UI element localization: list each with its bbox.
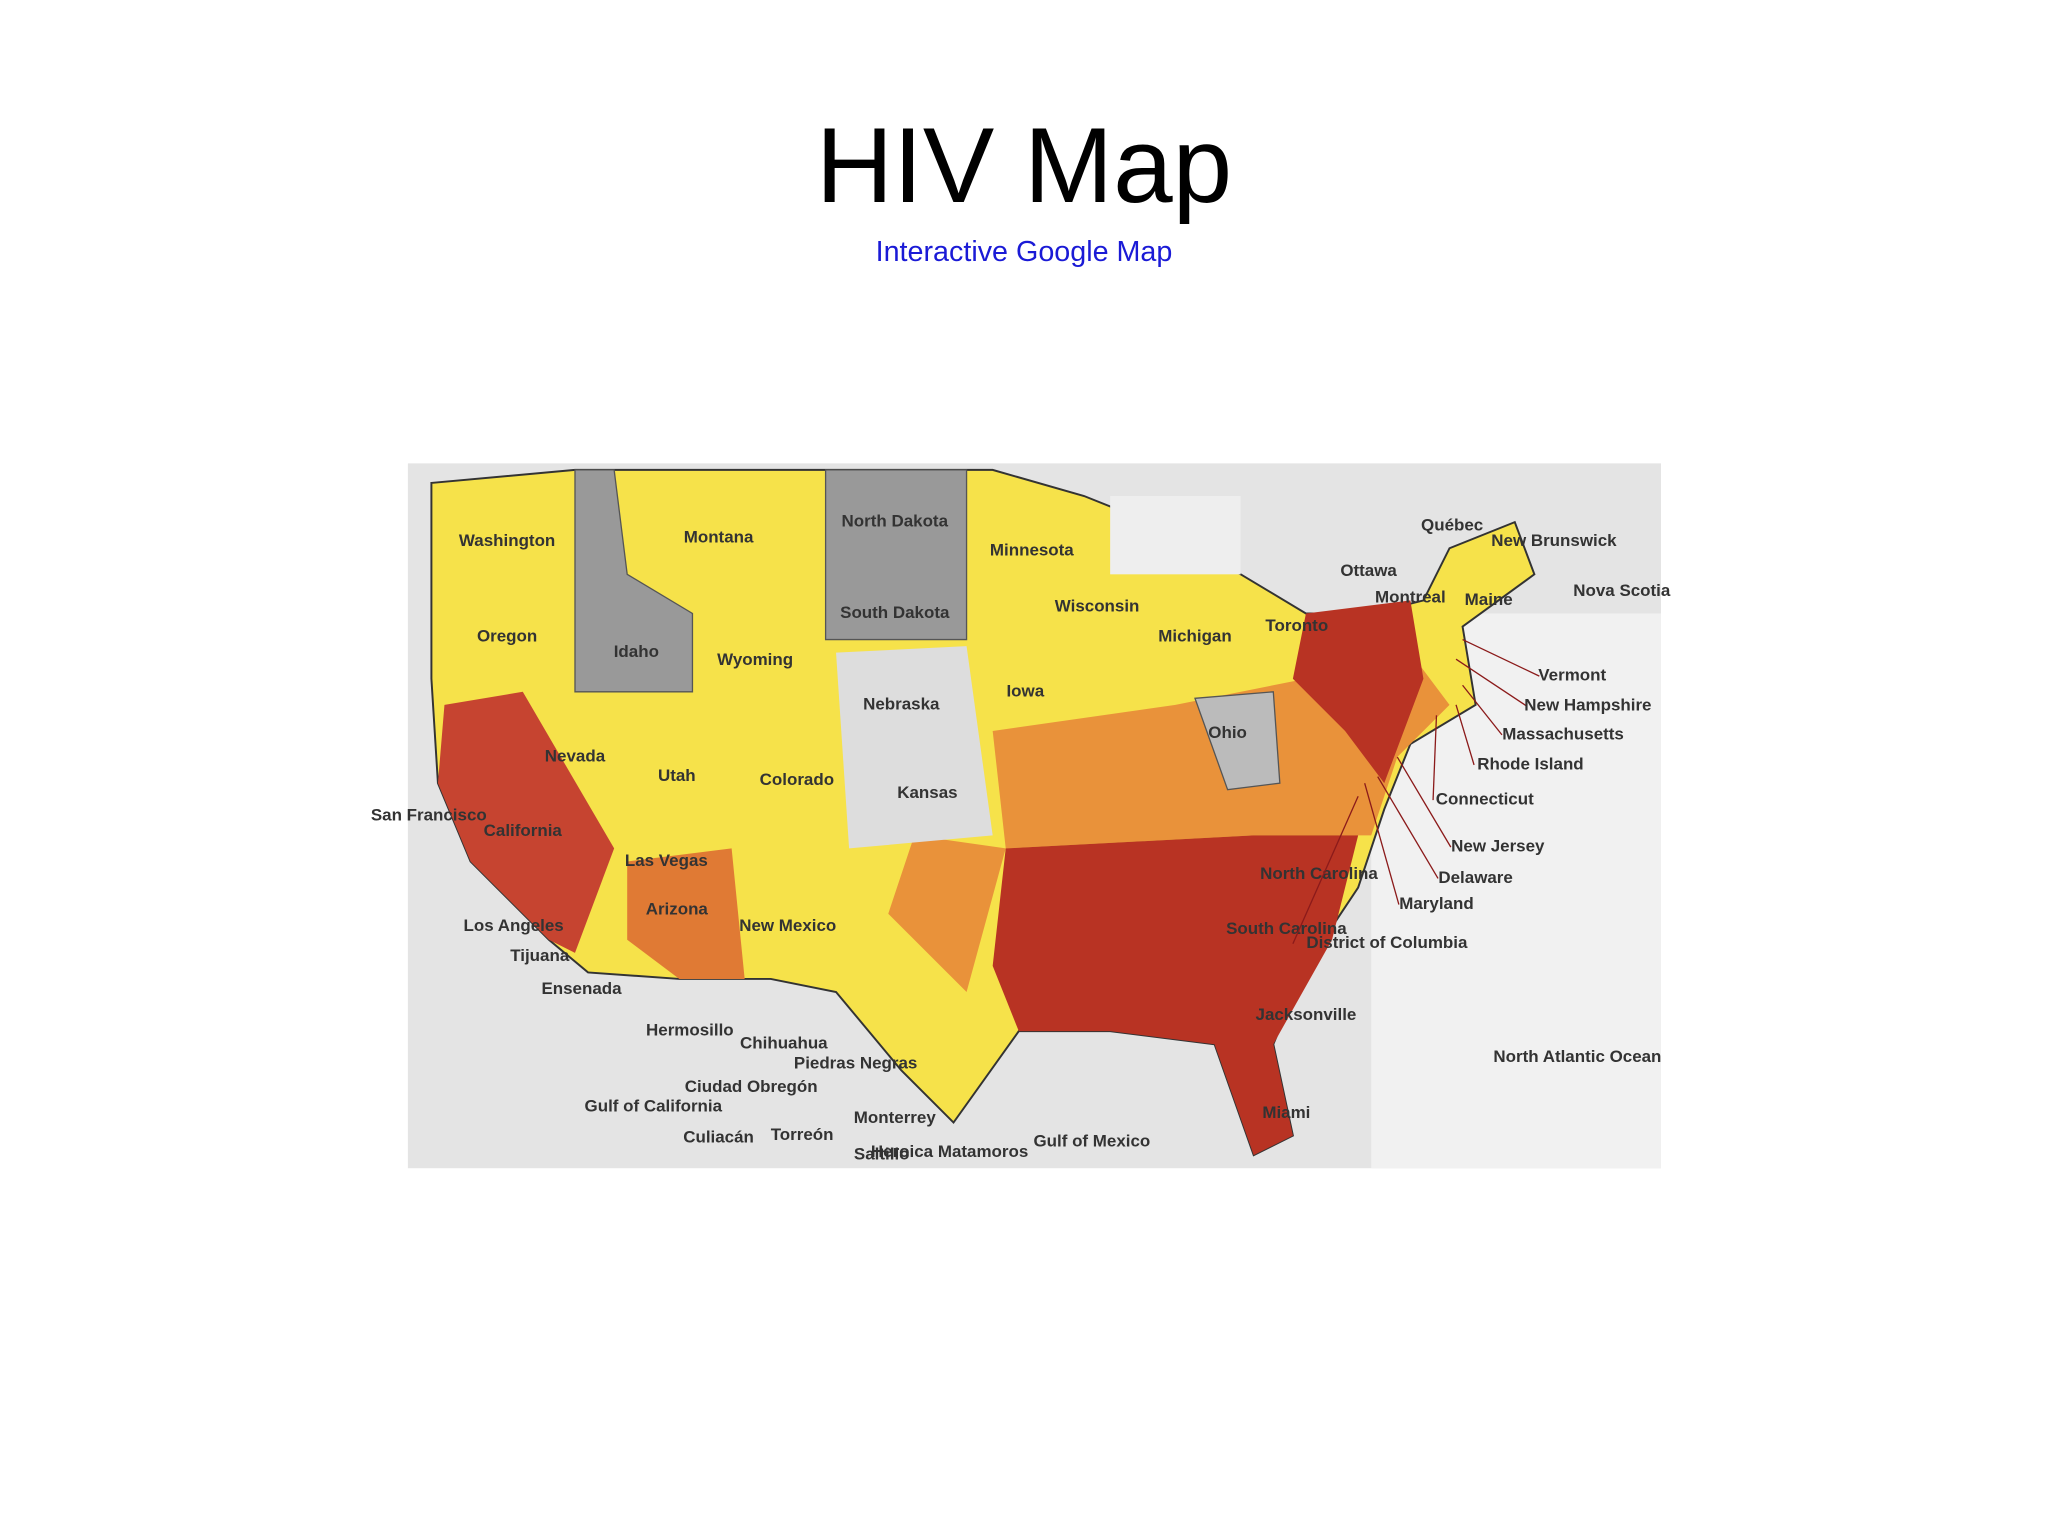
map-label: Heroica Matamoros (871, 1142, 1028, 1161)
map-label: Vermont (1538, 666, 1606, 685)
map-label: Idaho (614, 642, 659, 661)
map-labels: Washington Oregon Montana North Dakota South… (371, 512, 1671, 1164)
map-label: Gulf of California (585, 1096, 723, 1115)
map-label: Connecticut (1436, 790, 1534, 809)
region-none (1194, 691, 1281, 791)
map-label: Saltillo (854, 1145, 910, 1164)
map-label: Nova Scotia (1573, 581, 1671, 600)
map-label: District of Columbia (1306, 933, 1468, 952)
map-label: New Hampshire (1524, 696, 1651, 715)
map-label: Maine (1465, 590, 1513, 609)
map-label: Ohio (1208, 723, 1247, 742)
map-label: Wyoming (717, 650, 793, 669)
map-label: Torreón (771, 1125, 834, 1144)
map-label: Monterrey (854, 1108, 937, 1127)
map-label: New Jersey (1451, 837, 1545, 856)
map-label: Hermosillo (646, 1021, 734, 1040)
map-label: Montana (684, 527, 754, 546)
map-label: Rhode Island (1477, 754, 1583, 773)
map-label: South Dakota (840, 603, 950, 622)
map-label: Michigan (1158, 626, 1231, 645)
map-label: Wisconsin (1055, 596, 1140, 615)
map-label: North Atlantic Ocean (1493, 1047, 1661, 1066)
leader-line (1455, 704, 1475, 766)
map-label: Québec (1421, 516, 1483, 535)
map-label: Massachusetts (1502, 724, 1624, 743)
map-label: Toronto (1265, 616, 1328, 635)
region-high (1292, 600, 1424, 784)
map-label: Gulf of Mexico (1033, 1132, 1150, 1151)
map-label: Tijuana (510, 946, 570, 965)
map-label: New Mexico (739, 916, 836, 935)
map-label: Chihuahua (740, 1034, 828, 1053)
map-label: Piedras Negras (794, 1053, 917, 1072)
map-label: Ciudad Obregón (685, 1077, 818, 1096)
region-high (437, 691, 615, 953)
map-label: Las Vegas (625, 851, 708, 870)
leader-line (1462, 638, 1540, 677)
map-label: North Dakota (842, 512, 949, 531)
leader-line (1455, 658, 1528, 707)
map-label: Colorado (760, 770, 834, 789)
leader-line (1432, 715, 1438, 801)
map-label: North Carolina (1260, 864, 1378, 883)
map (407, 463, 1661, 1169)
map-label: Jacksonville (1256, 1005, 1357, 1024)
leader-line (1377, 776, 1439, 879)
map-label: Delaware (1438, 868, 1512, 887)
map-label: New Brunswick (1491, 531, 1617, 550)
map-label: Minnesota (990, 540, 1074, 559)
region-low (1110, 496, 1241, 575)
region-medium (627, 848, 745, 979)
map-label: Culiacán (683, 1128, 754, 1147)
map-label: Washington (459, 531, 555, 550)
leader-line (1396, 756, 1452, 848)
map-label: Los Angeles (464, 916, 564, 935)
leader-line (1292, 795, 1359, 944)
map-label: Kansas (897, 783, 957, 802)
region-none (574, 469, 694, 693)
region-medium (888, 652, 1450, 993)
region-high (992, 835, 1359, 1156)
map-label: Montreal (1375, 587, 1446, 606)
region-none (824, 469, 968, 641)
map-label: Nebraska (863, 694, 940, 713)
map-label: Utah (658, 766, 696, 785)
map-label: Iowa (1006, 681, 1044, 700)
map-label: California (484, 821, 563, 840)
map-label: San Francisco (371, 805, 487, 824)
map-label: Ensenada (541, 979, 622, 998)
map-label: Ottawa (1340, 561, 1397, 580)
title: HIV Map (816, 105, 1232, 225)
map-label: Oregon (477, 626, 537, 645)
map-link[interactable]: Interactive Google Map (876, 236, 1173, 268)
map-label: Nevada (545, 747, 606, 766)
leader-line (1462, 684, 1503, 736)
map-label: Maryland (1399, 894, 1473, 913)
leader-line (1364, 782, 1400, 905)
map-label: Miami (1262, 1103, 1310, 1122)
map-label: South Carolina (1226, 919, 1347, 938)
region-low (836, 646, 993, 849)
map-label: Arizona (646, 899, 709, 918)
